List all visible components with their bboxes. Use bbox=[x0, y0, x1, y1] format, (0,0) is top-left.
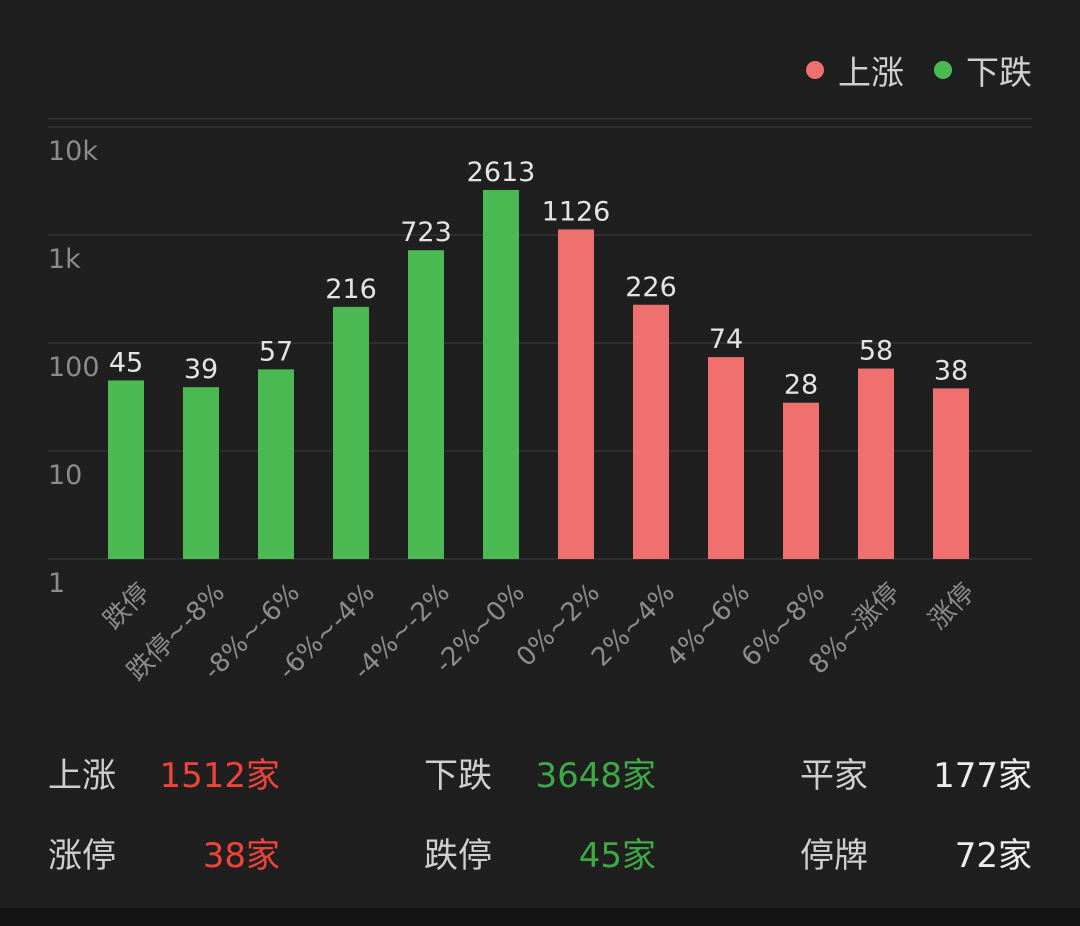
legend-item-up[interactable]: 上涨 bbox=[806, 46, 904, 94]
stat-value: 3648家 bbox=[535, 756, 656, 796]
stats-row-totals: 上涨 1512家 下跌 3648家 平家 177家 bbox=[48, 730, 1032, 810]
x-category-label: 涨停 bbox=[923, 578, 981, 636]
y-tick-label: 1 bbox=[48, 568, 65, 599]
y-tick-label: 1k bbox=[48, 244, 81, 275]
legend-label-down: 下跌 bbox=[966, 53, 1032, 92]
stat-label: 平家 bbox=[800, 756, 868, 796]
bar bbox=[708, 357, 744, 559]
legend-item-down[interactable]: 下跌 bbox=[934, 46, 1032, 94]
y-tick-label: 10k bbox=[48, 136, 98, 167]
stat-label: 跌停 bbox=[424, 836, 492, 876]
bar bbox=[858, 368, 894, 559]
stat-value: 1512家 bbox=[159, 756, 280, 796]
bottom-strip bbox=[0, 908, 1080, 926]
stat-value: 72家 bbox=[954, 836, 1032, 876]
bar-value-label: 38 bbox=[934, 355, 968, 386]
stat-suspended-count: 停牌 72家 bbox=[800, 820, 1032, 880]
bar-value-label: 39 bbox=[184, 354, 218, 385]
bar bbox=[108, 380, 144, 559]
legend-dot-down bbox=[934, 61, 952, 79]
stat-value: 177家 bbox=[933, 756, 1032, 796]
bar bbox=[183, 387, 219, 559]
bar bbox=[408, 250, 444, 559]
market-stats: 上涨 1512家 下跌 3648家 平家 177家 涨停 38家 跌停 45家 … bbox=[48, 730, 1032, 890]
stat-label: 下跌 bbox=[424, 756, 492, 796]
bar bbox=[783, 402, 819, 559]
y-tick-label: 100 bbox=[48, 352, 100, 383]
x-category-label: 跌停 bbox=[98, 578, 156, 636]
bar bbox=[633, 304, 669, 559]
bar-value-label: 28 bbox=[784, 370, 818, 401]
distribution-chart: 10k1k10010145跌停39跌停~-8%57-8%~-6%216-6%~-… bbox=[48, 117, 1032, 687]
stat-flat-count: 平家 177家 bbox=[800, 740, 1032, 800]
bar-value-label: 45 bbox=[109, 347, 143, 378]
stat-label: 停牌 bbox=[800, 836, 868, 876]
bar bbox=[333, 306, 369, 559]
stat-value: 38家 bbox=[202, 836, 280, 876]
bar-value-label: 57 bbox=[259, 336, 293, 367]
bar bbox=[483, 189, 519, 559]
bar-value-label: 58 bbox=[859, 336, 893, 367]
stat-down-count: 下跌 3648家 bbox=[424, 740, 656, 800]
bar-value-label: 74 bbox=[709, 324, 743, 355]
bar bbox=[258, 369, 294, 559]
stat-label: 涨停 bbox=[48, 836, 116, 876]
stat-label: 上涨 bbox=[48, 756, 116, 796]
stats-row-limits: 涨停 38家 跌停 45家 停牌 72家 bbox=[48, 810, 1032, 890]
bar-value-label: 226 bbox=[625, 272, 677, 303]
stat-value: 45家 bbox=[578, 836, 656, 876]
stat-limit-down-count: 跌停 45家 bbox=[424, 820, 656, 880]
chart-legend: 上涨 下跌 bbox=[806, 46, 1032, 94]
bar-value-label: 216 bbox=[325, 274, 377, 305]
stat-limit-up-count: 涨停 38家 bbox=[48, 820, 280, 880]
legend-label-up: 上涨 bbox=[838, 53, 904, 92]
bar-value-label: 723 bbox=[400, 217, 452, 248]
y-tick-label: 10 bbox=[48, 460, 82, 491]
legend-dot-up bbox=[806, 61, 824, 79]
bar-value-label: 2613 bbox=[467, 157, 536, 188]
stat-up-count: 上涨 1512家 bbox=[48, 740, 280, 800]
bar bbox=[933, 388, 969, 559]
bar bbox=[558, 229, 594, 560]
bar-value-label: 1126 bbox=[542, 196, 611, 227]
